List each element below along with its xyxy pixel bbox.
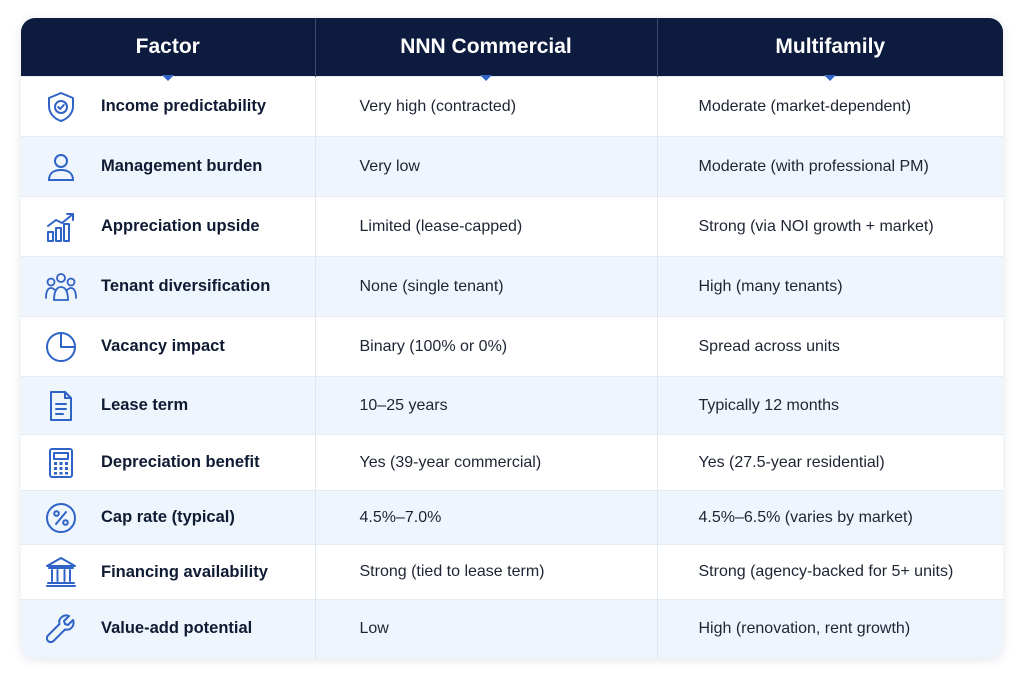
table-header: Factor NNN Commercial Multifamily bbox=[21, 18, 1003, 81]
multifamily-value: Spread across units bbox=[657, 316, 1003, 377]
nnn-value: 10–25 years bbox=[315, 376, 658, 435]
table-row: Income predictability Very high (contrac… bbox=[21, 76, 1003, 137]
comparison-table-card: Factor NNN Commercial Multifamily Income… bbox=[21, 18, 1003, 658]
document-icon bbox=[43, 388, 79, 424]
multifamily-value: Strong (agency-backed for 5+ units) bbox=[657, 544, 1003, 600]
group-icon bbox=[43, 269, 79, 305]
person-icon bbox=[43, 149, 79, 185]
table-row: Management burden Very low Moderate (wit… bbox=[21, 136, 1003, 197]
factor-label: Vacancy impact bbox=[101, 337, 225, 355]
table-row: Appreciation upside Limited (lease-cappe… bbox=[21, 196, 1003, 257]
nnn-value: Binary (100% or 0%) bbox=[315, 316, 658, 377]
factor-label: Depreciation benefit bbox=[101, 453, 260, 471]
nnn-value: Very low bbox=[315, 136, 658, 197]
nnn-value: Low bbox=[315, 599, 658, 658]
nnn-value: Very high (contracted) bbox=[315, 76, 658, 137]
factor-cell: Cap rate (typical) bbox=[21, 490, 316, 545]
pie-chart-icon bbox=[43, 329, 79, 365]
nnn-value: None (single tenant) bbox=[315, 256, 658, 317]
factor-label: Value-add potential bbox=[101, 619, 253, 638]
table-row: Tenant diversification None (single tena… bbox=[21, 256, 1003, 317]
nnn-value: Yes (39-year commercial) bbox=[315, 434, 658, 491]
factor-label: Tenant diversification bbox=[101, 277, 271, 295]
calculator-icon bbox=[43, 445, 79, 481]
shield-check-icon bbox=[43, 89, 79, 125]
header-multifamily: Multifamily bbox=[657, 18, 1003, 81]
factor-label: Management burden bbox=[101, 157, 263, 175]
table-row: Financing availability Strong (tied to l… bbox=[21, 544, 1003, 600]
growth-chart-icon bbox=[43, 209, 79, 245]
multifamily-value: 4.5%–6.5% (varies by market) bbox=[657, 490, 1003, 545]
table-row: Value-add potential Low High (renovation… bbox=[21, 599, 1003, 658]
comparison-table: Factor NNN Commercial Multifamily Income… bbox=[21, 18, 1003, 658]
header-notch bbox=[824, 75, 837, 81]
table-row: Cap rate (typical) 4.5%–7.0% 4.5%–6.5% (… bbox=[21, 490, 1003, 545]
wrench-icon bbox=[43, 611, 79, 647]
factor-label: Cap rate (typical) bbox=[101, 508, 235, 526]
header-nnn: NNN Commercial bbox=[315, 18, 658, 81]
factor-cell: Vacancy impact bbox=[21, 316, 316, 377]
factor-cell: Financing availability bbox=[21, 544, 316, 600]
factor-cell: Tenant diversification bbox=[21, 256, 316, 317]
header-notch bbox=[480, 75, 492, 81]
table-row: Vacancy impact Binary (100% or 0%) Sprea… bbox=[21, 316, 1003, 377]
factor-cell: Value-add potential bbox=[21, 599, 316, 658]
nnn-value: Strong (tied to lease term) bbox=[315, 544, 658, 600]
multifamily-value: Strong (via NOI growth + market) bbox=[657, 196, 1003, 257]
multifamily-value: Typically 12 months bbox=[657, 376, 1003, 435]
multifamily-value: High (many tenants) bbox=[657, 256, 1003, 317]
table-row: Lease term 10–25 years Typically 12 mont… bbox=[21, 376, 1003, 435]
header-notch bbox=[161, 75, 174, 81]
factor-cell: Lease term bbox=[21, 376, 316, 435]
factor-label: Financing availability bbox=[101, 562, 268, 581]
factor-label: Income predictability bbox=[101, 97, 267, 115]
nnn-value: Limited (lease-capped) bbox=[315, 196, 658, 257]
multifamily-value: Moderate (market-dependent) bbox=[657, 76, 1003, 137]
header-factor: Factor bbox=[21, 18, 316, 81]
factor-label: Appreciation upside bbox=[101, 217, 260, 235]
factor-cell: Management burden bbox=[21, 136, 316, 197]
factor-cell: Appreciation upside bbox=[21, 196, 316, 257]
bank-icon bbox=[43, 554, 79, 590]
factor-cell: Depreciation benefit bbox=[21, 434, 316, 491]
percent-icon bbox=[43, 500, 79, 536]
header-nnn-label: NNN Commercial bbox=[400, 35, 572, 58]
table-body: Income predictability Very high (contrac… bbox=[21, 76, 1003, 658]
header-multifamily-label: Multifamily bbox=[775, 35, 886, 58]
multifamily-value: Moderate (with professional PM) bbox=[657, 136, 1003, 197]
multifamily-value: High (renovation, rent growth) bbox=[657, 599, 1003, 658]
factor-cell: Income predictability bbox=[21, 76, 316, 137]
table-row: Depreciation benefit Yes (39-year commer… bbox=[21, 434, 1003, 491]
multifamily-value: Yes (27.5-year residential) bbox=[657, 434, 1003, 491]
header-factor-label: Factor bbox=[135, 35, 200, 58]
nnn-value: 4.5%–7.0% bbox=[315, 490, 658, 545]
factor-label: Lease term bbox=[101, 396, 189, 414]
